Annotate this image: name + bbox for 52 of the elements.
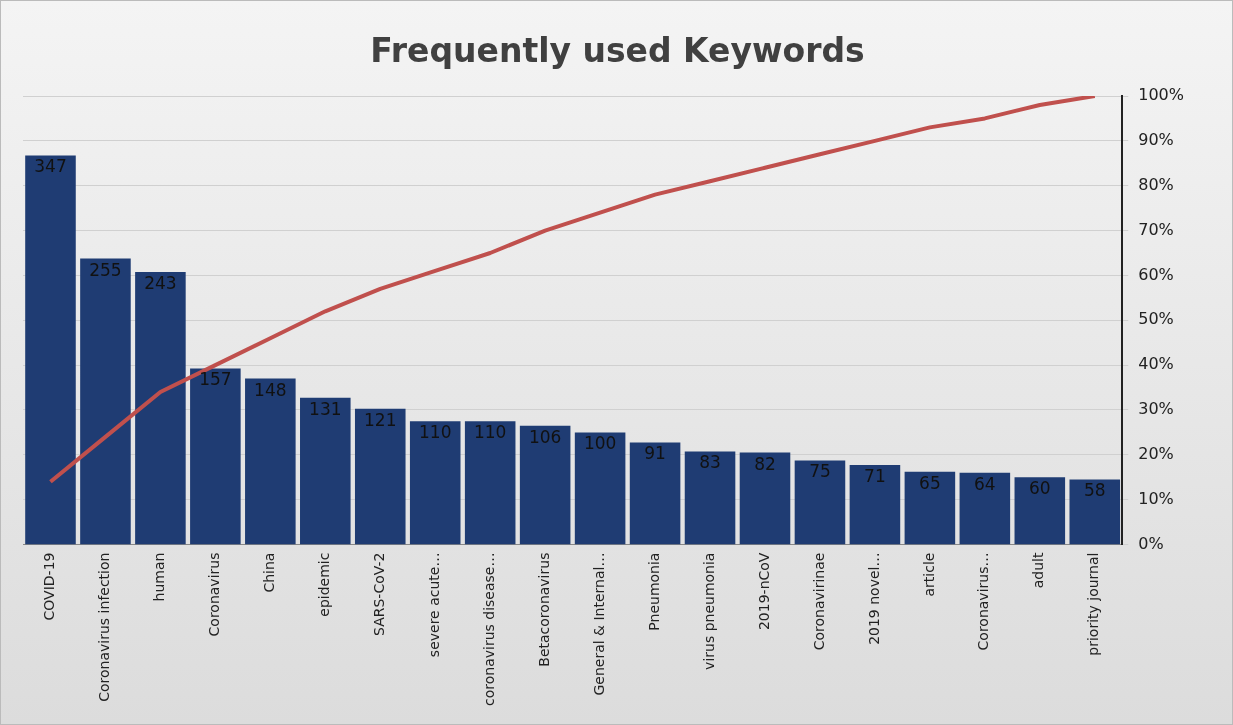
data-label: 106 bbox=[528, 426, 562, 447]
data-label: 60 bbox=[1028, 478, 1051, 499]
y2-tick-label: 0% bbox=[1138, 533, 1164, 553]
x-tick-label: coronavirus disease… bbox=[480, 552, 497, 707]
x-tick-label: epidemic bbox=[315, 552, 332, 617]
data-label: 83 bbox=[699, 452, 721, 473]
x-tick-label: 2019-nCoV bbox=[755, 552, 772, 631]
x-tick-label: General & Internal… bbox=[590, 552, 607, 696]
data-label: 75 bbox=[809, 461, 831, 482]
data-label: 347 bbox=[34, 156, 67, 177]
data-label: 71 bbox=[864, 465, 886, 486]
data-label: 157 bbox=[199, 369, 232, 390]
x-tick-label: human bbox=[151, 552, 168, 602]
x-tick-label: Coronavirus… bbox=[975, 552, 992, 651]
x-tick-label: severe acute… bbox=[425, 552, 442, 658]
data-label: 100 bbox=[583, 433, 617, 454]
y2-tick-label: 40% bbox=[1138, 354, 1174, 374]
data-label: 121 bbox=[364, 409, 397, 430]
y2-tick-label: 50% bbox=[1138, 309, 1174, 329]
x-tick-label: article bbox=[920, 552, 937, 597]
data-label: 82 bbox=[754, 453, 776, 474]
y2-tick-label: 100% bbox=[1138, 85, 1185, 105]
x-tick-label: 2019 novel… bbox=[865, 552, 882, 645]
data-label: 255 bbox=[89, 259, 122, 280]
y2-tick-label: 70% bbox=[1138, 219, 1174, 239]
data-label: 65 bbox=[919, 472, 941, 493]
x-tick-label: adult bbox=[1030, 552, 1047, 589]
data-label: 58 bbox=[1083, 480, 1106, 501]
x-tick-label: priority journal bbox=[1085, 552, 1102, 656]
y2-tick-label: 20% bbox=[1138, 444, 1174, 463]
x-tick-label: Pneumonia bbox=[645, 552, 662, 631]
data-label: 243 bbox=[144, 272, 177, 293]
x-tick-label: Coronavirus infection bbox=[96, 552, 113, 702]
chart-title: Frequently used Keywords bbox=[369, 31, 866, 70]
y2-tick-label: 10% bbox=[1138, 488, 1174, 508]
x-tick-label: Coronavirus bbox=[206, 552, 223, 637]
x-tick-label: COVID-19 bbox=[41, 552, 58, 621]
y2-tick-label: 80% bbox=[1138, 174, 1174, 194]
x-tick-label: virus pneumonia bbox=[700, 552, 717, 670]
x-tick-label: Coronavirinae bbox=[810, 552, 827, 651]
y2-tick-label: 30% bbox=[1138, 399, 1174, 419]
x-tick-label: SARS-CoV-2 bbox=[370, 552, 387, 637]
x-tick-label: Betacoronavirus bbox=[535, 552, 552, 667]
y2-tick-label: 60% bbox=[1138, 264, 1174, 284]
data-label: 148 bbox=[254, 379, 287, 400]
data-label: 131 bbox=[309, 398, 342, 419]
data-label: 110 bbox=[473, 422, 507, 443]
y2-tick-label: 90% bbox=[1138, 130, 1174, 150]
data-label: 64 bbox=[974, 473, 996, 494]
x-tick-label: China bbox=[260, 552, 277, 593]
data-label: 110 bbox=[419, 422, 452, 443]
data-label: 91 bbox=[644, 443, 666, 464]
